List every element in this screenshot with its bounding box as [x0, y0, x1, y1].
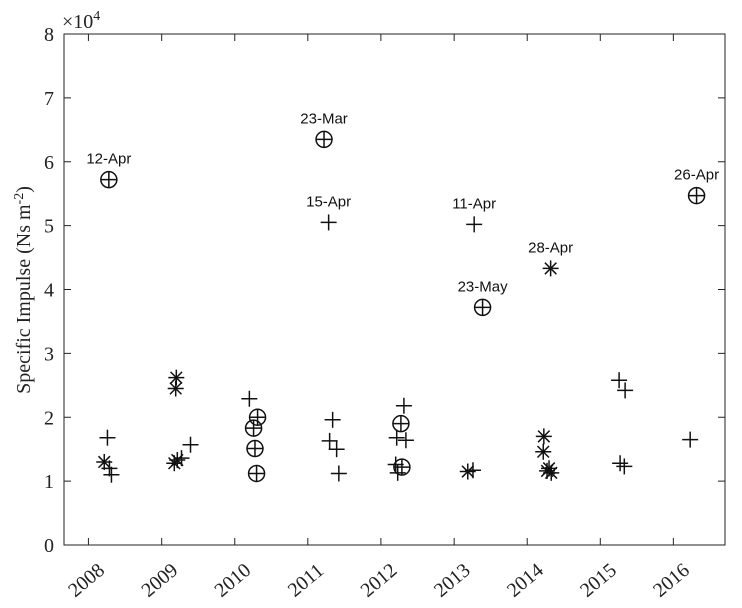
data-point-asterisk	[535, 443, 552, 460]
marker-diag	[97, 455, 111, 469]
x-tick-label: 2016	[649, 559, 694, 602]
data-point-asterisk	[168, 369, 185, 386]
data-point-plus	[330, 465, 347, 482]
y-tick-label: 4	[44, 280, 54, 302]
x-tick-label: 2008	[64, 559, 109, 602]
data-point-circle-plus	[687, 186, 706, 205]
point-annotations: 12-Apr 23-Mar 15-Apr 11-Apr 23-May 28-Apr 26-A…	[86, 110, 719, 295]
y-axis-ticks: 0 1 2 3 4 5 6 7 8	[44, 24, 725, 557]
point-annotation: 15-Apr	[306, 193, 351, 210]
marker-diag	[544, 262, 557, 275]
marker-diag	[169, 382, 182, 395]
data-point-asterisk	[543, 464, 560, 481]
x-tick-label: 2013	[430, 559, 475, 602]
point-annotation: 23-Mar	[300, 110, 348, 127]
data-point-circle-plus	[315, 130, 333, 149]
data-point-circle-plus	[246, 439, 264, 458]
y-tick-label: 2	[44, 407, 54, 429]
y-tick-label: 6	[44, 152, 54, 174]
data-point-plus	[387, 456, 404, 473]
y-axis-multiplier-exponent: 4	[93, 9, 100, 24]
marker-diag	[170, 371, 183, 384]
data-point-plus	[611, 372, 628, 389]
x-tick-label: 2010	[211, 559, 256, 602]
point-annotation: 23-May	[458, 278, 509, 295]
data-point-plus	[103, 466, 120, 483]
data-point-circle-plus	[247, 464, 266, 483]
y-axis-multiplier-base: ×10	[62, 11, 93, 33]
marker-diag	[544, 466, 558, 480]
data-point-asterisk	[169, 452, 186, 469]
data-point-circle-plus	[244, 419, 263, 437]
point-annotation: 28-Apr	[528, 239, 573, 256]
marker-diag	[536, 445, 550, 459]
data-point-circle-plus	[100, 170, 118, 189]
data-point-plus	[682, 431, 699, 448]
data-point-plus	[321, 432, 338, 449]
x-tick-label: 2012	[357, 559, 402, 602]
data-point-plus	[395, 397, 412, 414]
data-point-plus	[466, 216, 483, 233]
data-point-plus	[612, 455, 629, 472]
x-tick-label: 2011	[284, 559, 328, 601]
y-axis-multiplier: ×104	[62, 9, 100, 33]
point-annotation: 12-Apr	[86, 151, 131, 168]
point-annotation: 26-Apr	[674, 167, 719, 184]
y-axis-label-superscript: -2	[12, 193, 27, 205]
data-point-plus	[173, 450, 190, 467]
y-axis-label-close: )	[13, 186, 35, 193]
data-point-plus	[241, 390, 258, 407]
y-tick-label: 5	[44, 216, 54, 238]
y-axis-label: Specific Impulse (Ns m-2)	[12, 186, 35, 394]
y-tick-label: 3	[44, 343, 54, 365]
point-annotation: 11-Apr	[452, 195, 496, 212]
data-point-circle-plus	[248, 408, 267, 426]
data-point-circle-plus	[473, 298, 492, 317]
data-point-asterisk	[542, 260, 559, 277]
data-point-asterisk	[167, 380, 184, 397]
x-tick-label: 2014	[503, 559, 548, 602]
marker-diag	[537, 430, 551, 443]
data-point-circle-plus	[392, 414, 410, 433]
y-tick-label: 8	[44, 24, 54, 46]
x-tick-label: 2015	[576, 559, 621, 602]
x-tick-label: 2009	[137, 559, 182, 602]
data-point-plus	[617, 382, 634, 399]
data-point-plus	[320, 214, 337, 231]
data-point-plus	[182, 436, 199, 453]
data-point-plus	[389, 464, 406, 481]
data-point-plus	[99, 429, 116, 446]
data-point-plus	[464, 462, 481, 479]
data-point-plus	[616, 458, 633, 475]
data-points	[96, 130, 706, 483]
data-point-asterisk	[535, 428, 552, 445]
y-axis-label-text: Specific Impulse (Ns m	[13, 204, 35, 394]
data-point-plus	[397, 432, 414, 449]
y-tick-label: 0	[44, 535, 54, 557]
data-point-plus	[328, 441, 345, 458]
y-tick-label: 7	[44, 88, 54, 110]
data-point-plus	[101, 460, 118, 477]
data-point-asterisk	[541, 460, 558, 477]
data-point-plus	[324, 411, 341, 428]
marker-diag	[461, 465, 475, 478]
data-point-plus	[388, 429, 405, 446]
y-tick-label: 1	[44, 471, 54, 493]
